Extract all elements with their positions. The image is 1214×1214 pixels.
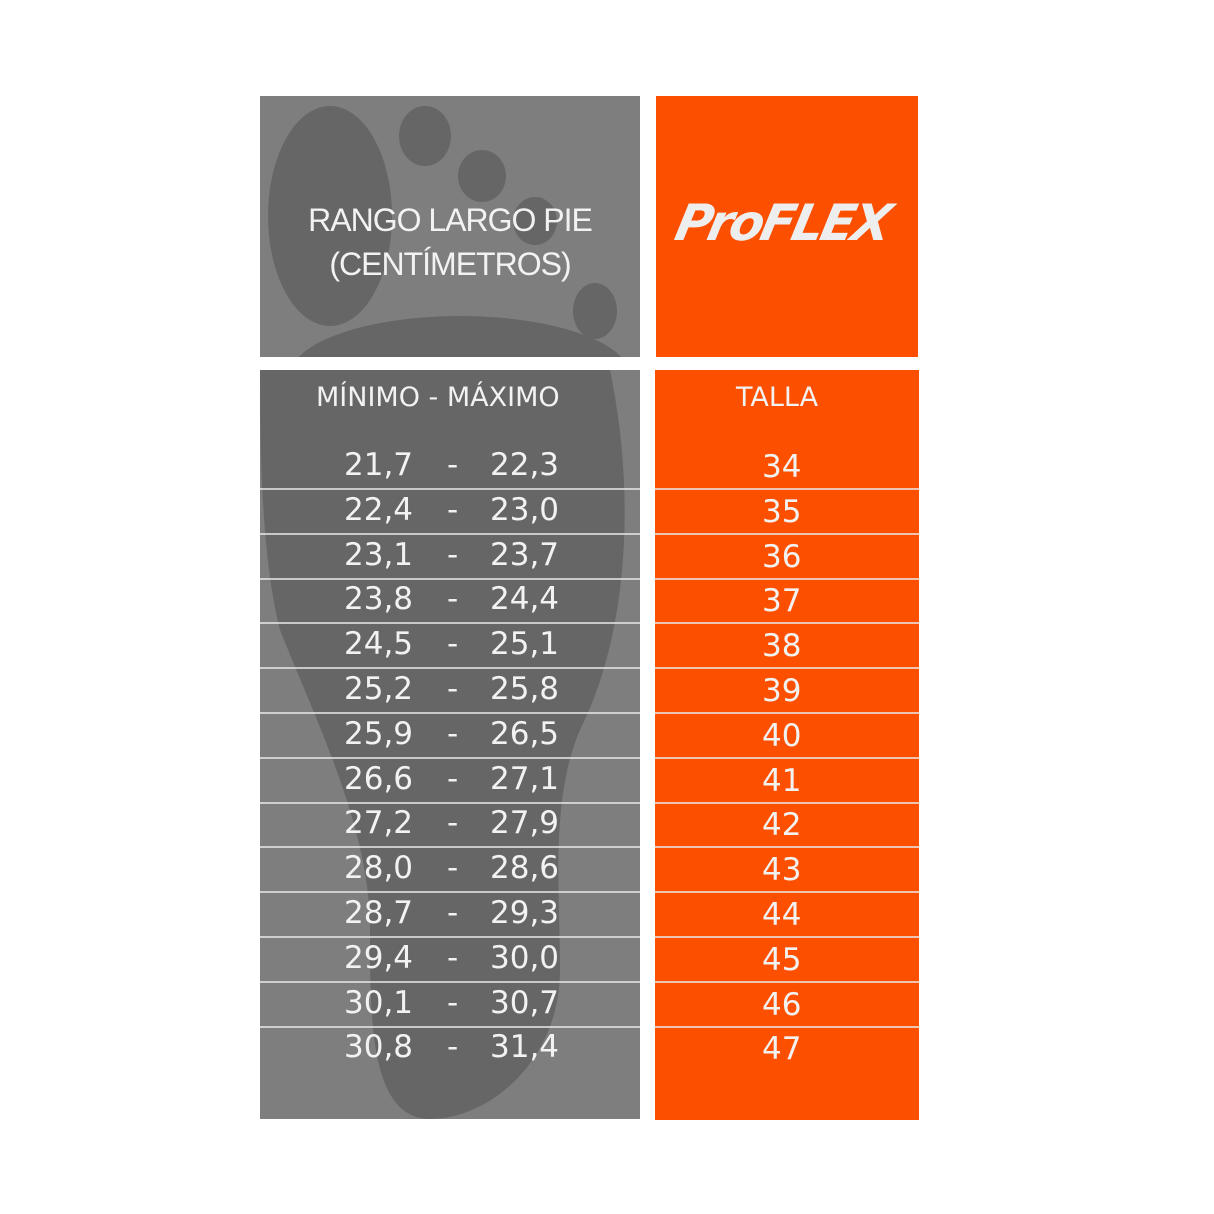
max-value: 22,3: [490, 447, 560, 483]
size-row: 40: [655, 714, 919, 759]
header-range-panel: RANGO LARGO PIE (CENTÍMETROS): [260, 96, 640, 357]
min-value: 29,4: [344, 939, 414, 976]
min-value: 30,8: [344, 1029, 414, 1066]
max-value: 27,1: [490, 760, 560, 797]
separator: -: [447, 715, 459, 752]
size-value: 46: [762, 986, 802, 1023]
size-row: 46: [655, 983, 919, 1028]
size-value: 40: [762, 717, 802, 754]
size-row: 47: [655, 1027, 919, 1072]
max-value: 24,4: [490, 581, 560, 618]
separator: -: [447, 581, 459, 618]
size-value: 36: [762, 538, 802, 575]
min-value: 30,1: [344, 984, 414, 1021]
column-header-size: TALLA: [736, 382, 819, 413]
size-row: 34: [655, 445, 919, 490]
min-value: 25,9: [344, 715, 414, 752]
chart-title: RANGO LARGO PIE (CENTÍMETROS): [260, 198, 640, 286]
title-line-1: RANGO LARGO PIE: [308, 202, 593, 238]
range-row: 28,0-28,6: [260, 848, 640, 894]
min-value: 28,7: [344, 895, 414, 931]
column-header-range: MÍNIMO - MÁXIMO: [316, 382, 560, 413]
range-row: 23,8-24,4: [260, 579, 640, 625]
max-value: 27,9: [490, 805, 560, 842]
size-value: 44: [762, 897, 802, 933]
footprint-sole-icon: [260, 370, 625, 1119]
max-value: 23,7: [490, 536, 560, 573]
min-value: 24,5: [344, 626, 414, 663]
max-value: 25,8: [490, 671, 560, 707]
svg-text:ProFLEX: ProFLEX: [670, 194, 900, 252]
range-row: 22,4-23,0: [260, 490, 640, 535]
size-table: TALLA 34 35 36 37 38 39 40 41 42 43 44 45 46 47: [655, 370, 919, 1120]
max-value: 23,0: [490, 491, 560, 528]
range-row: 26,6-27,1: [260, 759, 640, 804]
brand-panel: ProFLEX: [656, 96, 918, 357]
size-value: 41: [762, 762, 802, 799]
min-value: 23,8: [344, 581, 414, 618]
size-row: 38: [655, 624, 919, 670]
max-value: 31,4: [490, 1029, 560, 1066]
max-value: 30,7: [490, 984, 560, 1021]
range-row: 30,8-31,4: [260, 1027, 640, 1072]
range-row: 24,5-25,1: [260, 624, 640, 670]
separator: -: [447, 671, 459, 707]
min-value: 26,6: [344, 760, 414, 797]
min-value: 27,2: [344, 805, 414, 842]
size-row: 43: [655, 848, 919, 894]
size-value: 37: [762, 583, 802, 620]
range-row: 25,2-25,8: [260, 669, 640, 714]
size-value: 39: [762, 673, 802, 709]
range-row: 21,7-22,3: [260, 445, 640, 490]
size-value: 35: [762, 493, 802, 530]
proflex-logo: ProFLEX: [670, 194, 900, 252]
separator: -: [447, 536, 459, 573]
range-row: 29,4-30,0: [260, 938, 640, 983]
title-line-2: (CENTÍMETROS): [329, 246, 571, 282]
range-row: 23,1-23,7: [260, 535, 640, 580]
size-row: 45: [655, 938, 919, 983]
size-row: 36: [655, 535, 919, 580]
range-row: 25,9-26,5: [260, 714, 640, 759]
min-value: 28,0: [344, 850, 414, 887]
max-value: 29,3: [490, 895, 560, 931]
max-value: 28,6: [490, 850, 560, 887]
separator: -: [447, 984, 459, 1021]
separator: -: [447, 1029, 459, 1066]
size-value: 34: [762, 449, 802, 485]
separator: -: [447, 850, 459, 887]
size-value: 42: [762, 807, 802, 844]
min-value: 25,2: [344, 671, 414, 707]
size-row: 44: [655, 893, 919, 938]
separator: -: [447, 805, 459, 842]
max-value: 25,1: [490, 626, 560, 663]
range-row: 30,1-30,7: [260, 983, 640, 1028]
size-value: 38: [762, 628, 802, 665]
separator: -: [447, 939, 459, 976]
max-value: 26,5: [490, 715, 560, 752]
size-row: 37: [655, 579, 919, 625]
min-value: 21,7: [344, 447, 414, 483]
min-value: 22,4: [344, 491, 414, 528]
min-value: 23,1: [344, 536, 414, 573]
range-row: 28,7-29,3: [260, 893, 640, 938]
max-value: 30,0: [490, 939, 560, 976]
separator: -: [447, 895, 459, 931]
size-row: 39: [655, 669, 919, 714]
footprint-icon: [268, 106, 622, 357]
separator: -: [447, 626, 459, 663]
size-value: 45: [762, 941, 802, 978]
size-row: 41: [655, 759, 919, 804]
separator: -: [447, 760, 459, 797]
separator: -: [447, 491, 459, 528]
size-row: 42: [655, 803, 919, 849]
separator: -: [447, 447, 459, 483]
size-row: 35: [655, 490, 919, 535]
size-value: 43: [762, 852, 802, 889]
size-value: 47: [762, 1031, 802, 1068]
range-table: MÍNIMO - MÁXIMO 21,7-22,3 22,4-23,0 23,1-2…: [260, 370, 640, 1119]
range-row: 27,2-27,9: [260, 803, 640, 849]
